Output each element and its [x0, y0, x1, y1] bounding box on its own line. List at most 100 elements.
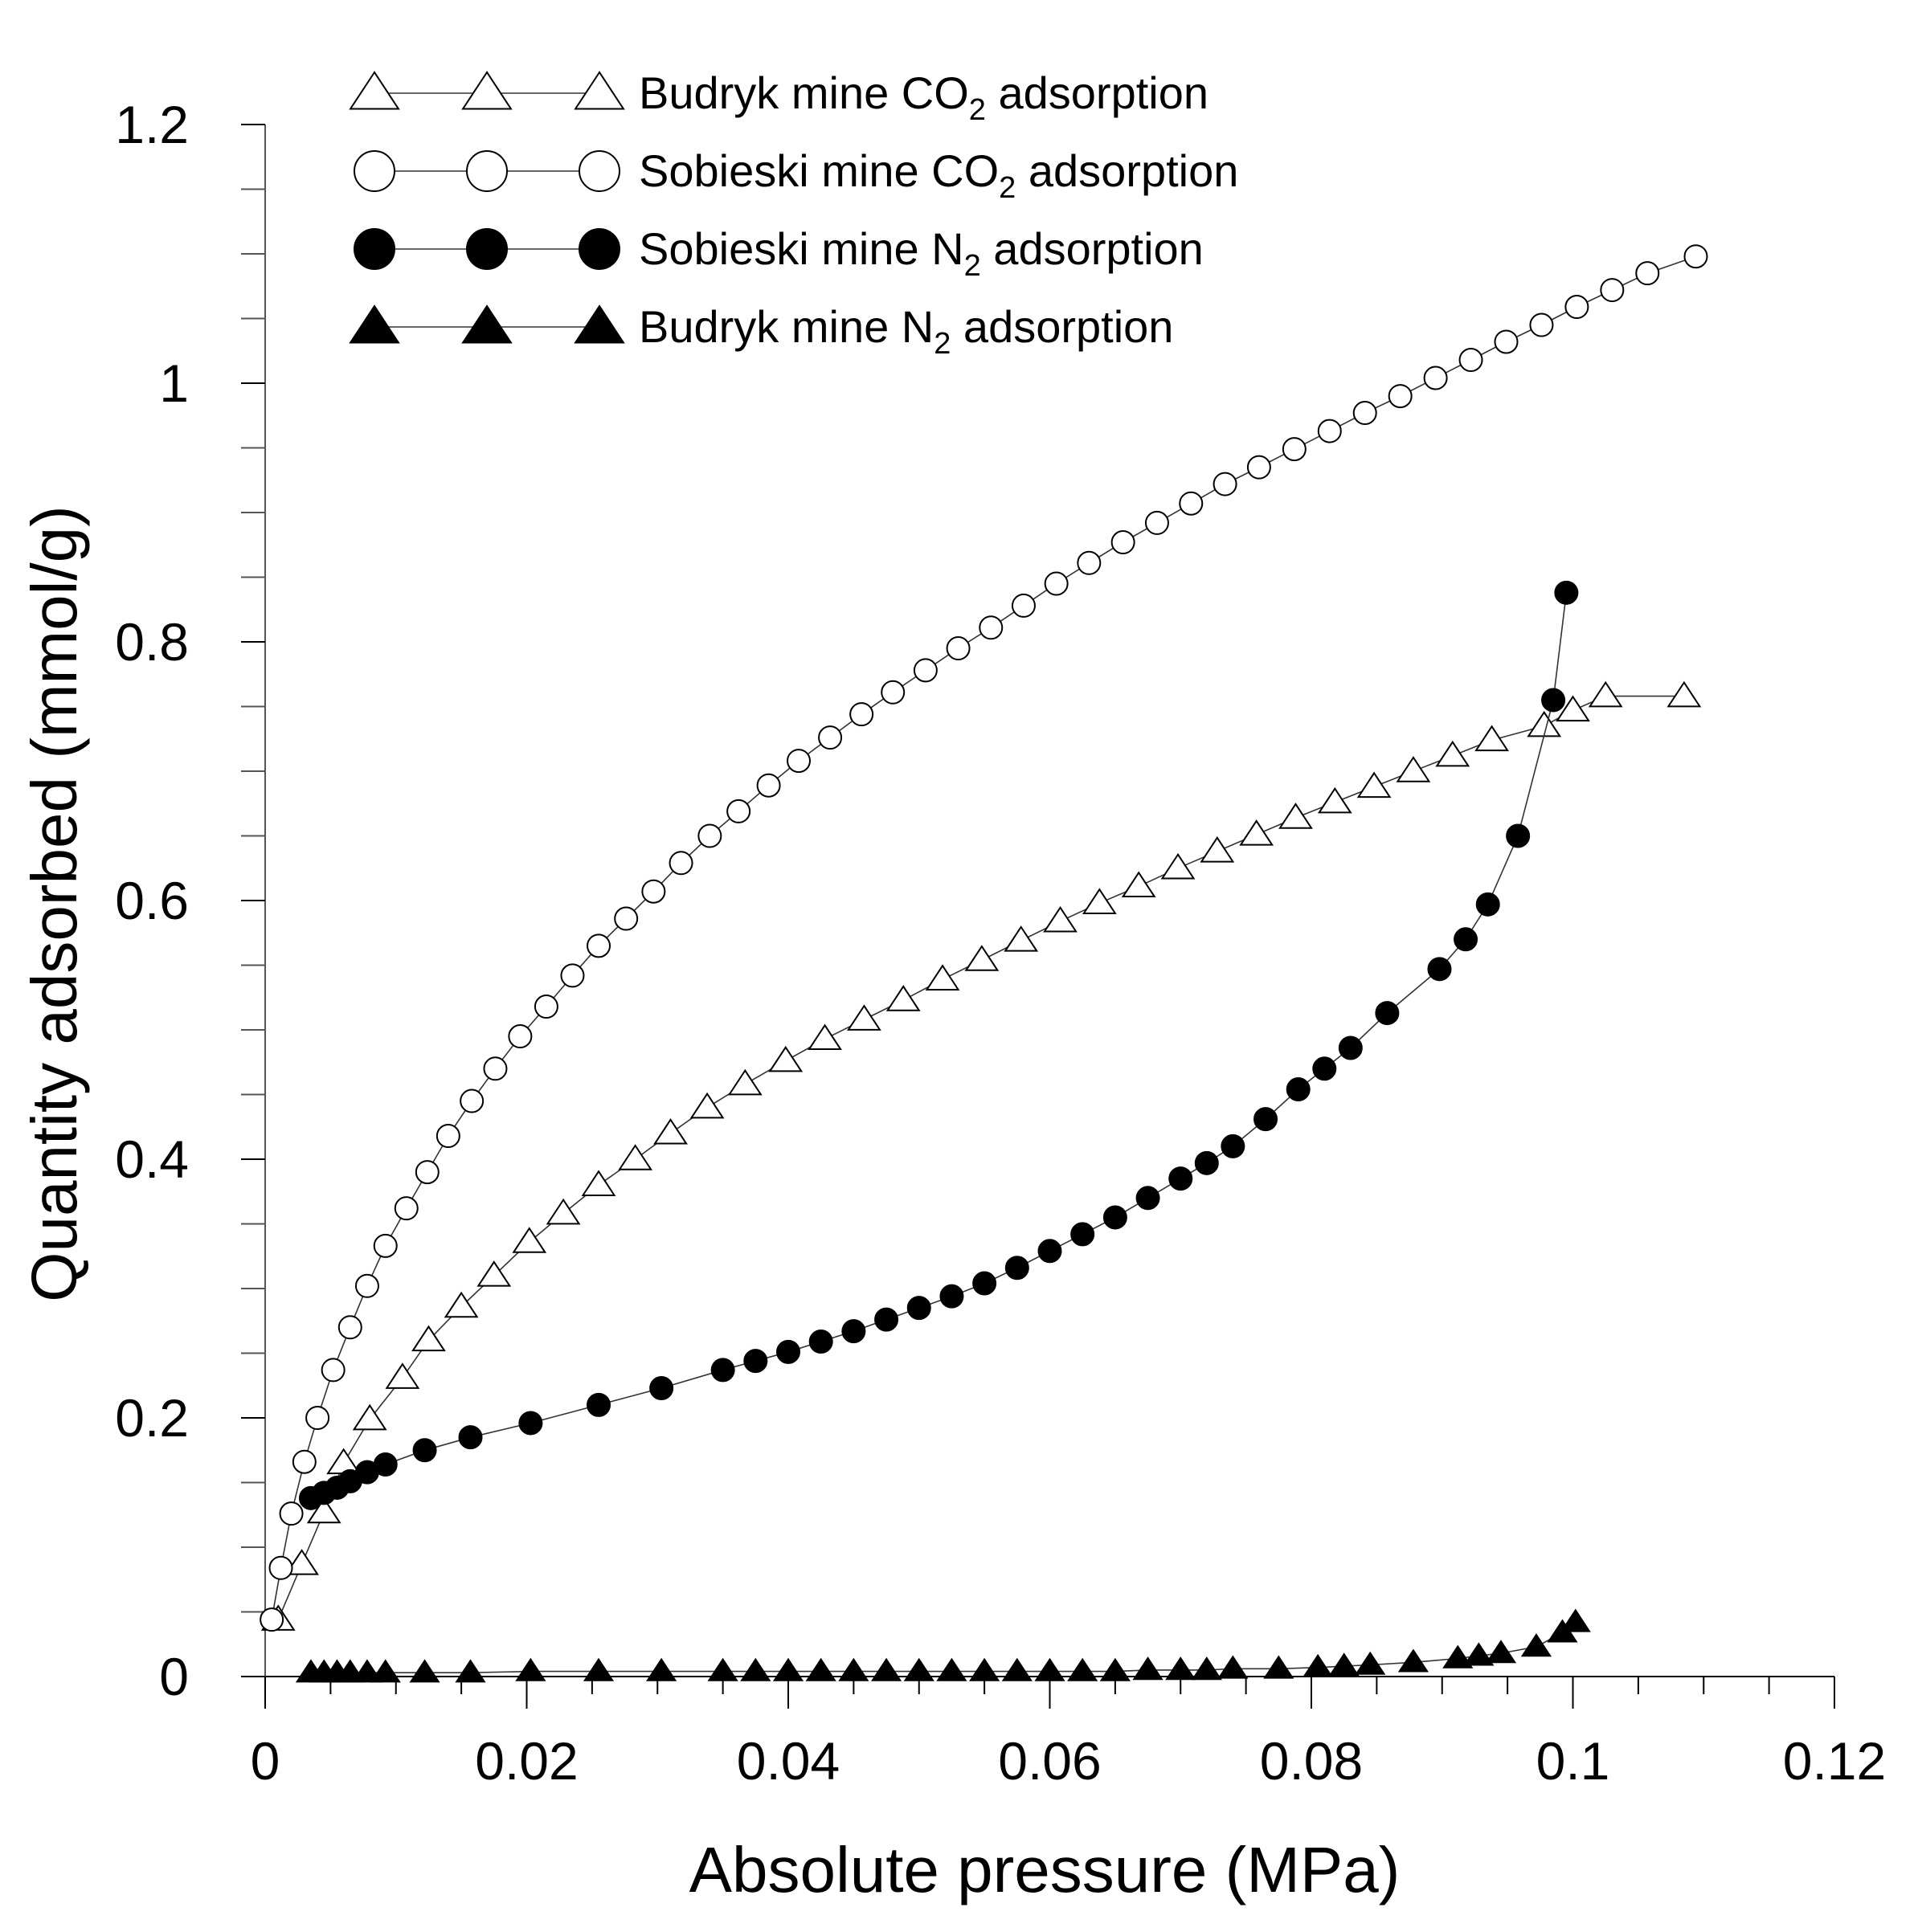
legend-label: Sobieski mine CO2 adsorption — [639, 145, 1238, 205]
data-point — [370, 1659, 401, 1683]
data-point — [1239, 819, 1274, 846]
data-point — [1317, 786, 1352, 814]
data-point — [1165, 1656, 1196, 1681]
data-point — [936, 1657, 967, 1681]
data-point — [1317, 419, 1342, 443]
data-point — [1635, 261, 1660, 286]
data-point — [1004, 1256, 1029, 1281]
data-point — [1541, 688, 1566, 713]
data-point — [979, 615, 1004, 640]
legend-label: Sobieski mine N2 adsorption — [639, 223, 1204, 283]
data-point — [906, 1296, 931, 1321]
data-point — [1102, 1205, 1127, 1230]
data-point — [808, 1330, 833, 1354]
data-point — [354, 1273, 379, 1298]
data-point — [518, 1411, 543, 1436]
data-point — [436, 1124, 460, 1149]
y-tick-label: 1 — [159, 353, 189, 413]
x-tick-label: 0.12 — [1783, 1731, 1886, 1791]
y-axis-label: Quantity adsorbed (mmol/g) — [18, 505, 90, 1302]
data-point — [352, 1403, 387, 1431]
x-tick-label: 0 — [251, 1731, 280, 1791]
plot-area — [260, 244, 1708, 1683]
data-point — [1435, 740, 1470, 767]
data-point — [925, 964, 960, 991]
legend-marker — [349, 71, 400, 110]
legend-marker — [574, 71, 625, 110]
data-point — [756, 773, 781, 798]
data-point — [587, 933, 611, 958]
data-point — [534, 995, 558, 1019]
data-point — [669, 851, 693, 876]
data-point — [337, 1315, 362, 1340]
data-point — [768, 1045, 804, 1072]
data-point — [903, 1657, 934, 1681]
data-point — [1044, 571, 1069, 596]
data-point — [1067, 1657, 1098, 1681]
data-point — [1004, 925, 1039, 952]
data-point — [1110, 530, 1135, 555]
data-point — [1312, 1056, 1337, 1081]
data-point — [697, 823, 722, 848]
legend: Budryk mine CO2 adsorption Sobieski mine … — [349, 67, 1238, 361]
data-point — [1070, 1222, 1095, 1247]
data-point — [776, 1339, 800, 1364]
data-point — [1442, 1644, 1474, 1669]
data-point — [1588, 680, 1623, 708]
data-point — [874, 1307, 899, 1332]
legend-label: Budryk mine N2 adsorption — [639, 301, 1173, 361]
data-point — [1520, 1633, 1552, 1657]
data-point — [1001, 1657, 1033, 1681]
data-point — [455, 1659, 486, 1683]
data-point — [1506, 823, 1531, 848]
data-point — [1427, 957, 1452, 982]
data-point — [1396, 756, 1431, 782]
y-tick-label: 0.2 — [115, 1388, 189, 1448]
data-point — [351, 1659, 383, 1683]
data-point — [1397, 1648, 1429, 1673]
data-point — [1200, 835, 1235, 863]
data-point — [1352, 401, 1377, 426]
data-point — [881, 680, 906, 705]
data-point — [1168, 1166, 1193, 1191]
data-point — [560, 963, 585, 988]
x-tick-label: 0.08 — [1260, 1731, 1363, 1791]
data-point — [946, 636, 971, 661]
data-point — [1338, 1035, 1363, 1060]
data-point — [306, 1497, 341, 1524]
data-point — [305, 1406, 330, 1430]
data-point — [689, 1092, 725, 1119]
data-point — [1135, 1186, 1160, 1211]
data-point — [1454, 927, 1478, 952]
data-point — [841, 1319, 866, 1344]
data-point — [1099, 1657, 1131, 1681]
series-2 — [298, 580, 1579, 1510]
data-point — [1564, 295, 1589, 320]
data-point — [808, 1023, 842, 1051]
data-point — [412, 1438, 437, 1463]
data-point — [515, 1657, 546, 1681]
data-point — [268, 1555, 293, 1580]
data-point — [1463, 1642, 1495, 1666]
x-tick-label: 0.02 — [475, 1731, 578, 1791]
data-point — [1217, 1655, 1249, 1679]
data-point — [1494, 329, 1519, 354]
data-point — [1011, 593, 1036, 618]
data-point — [1043, 905, 1078, 933]
data-point — [1423, 366, 1448, 390]
legend-marker — [461, 304, 513, 344]
data-point — [1221, 1133, 1245, 1158]
data-point — [583, 1657, 615, 1681]
data-point — [546, 1198, 581, 1225]
data-point — [653, 1117, 688, 1145]
data-point — [1600, 278, 1625, 303]
data-point — [1388, 384, 1413, 409]
data-point — [1560, 1608, 1591, 1632]
legend-marker — [349, 304, 400, 344]
data-point — [641, 879, 666, 904]
legend-marker — [466, 228, 508, 270]
data-point — [1132, 1656, 1163, 1681]
data-point — [649, 1375, 674, 1400]
